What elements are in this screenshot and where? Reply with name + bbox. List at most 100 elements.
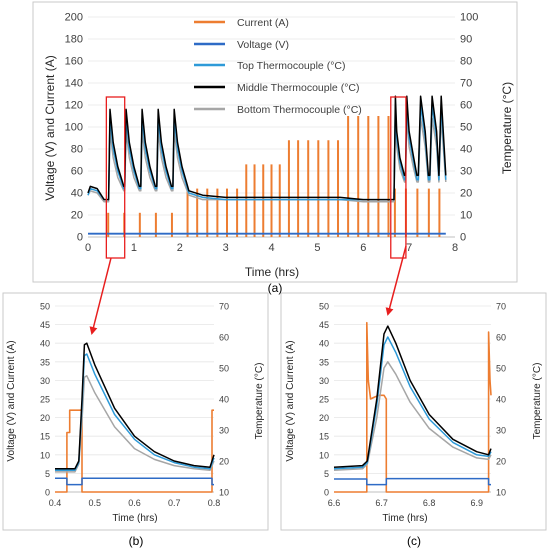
panel-b-y2-tick-label: 10 [219,488,229,498]
panel-c-y-tick-label: 50 [319,302,329,312]
panel-b-xlabel: Time (hrs) [112,513,157,524]
panel-a-y-tick-label: 180 [65,34,83,46]
panel-a-y-tick-label: 160 [65,56,83,68]
panel-c-y2-tick-label: 20 [496,457,506,467]
panel-a-y-tick-label: 60 [71,166,83,178]
panel-a-y2-tick-label: 60 [460,100,472,112]
panel-a-y2-tick-label: 70 [460,78,472,90]
legend-label-voltage: Voltage (V) [237,39,289,51]
panel-b-ylabel: Voltage (V) and Current (A) [6,340,17,461]
panel-c-y-tick-label: 35 [319,357,329,367]
panel-a-y-tick-label: 40 [71,188,83,200]
panel-b-y2label: Temperature (°C) [254,363,265,440]
panel-a-y2-tick-label: 80 [460,56,472,68]
panel-b-x-tick-label: 0.4 [49,498,62,508]
panel-c-y-tick-label: 40 [319,339,329,349]
panel-c-plot: 0 5 10 15 20 25 30 35 40 45 50 10 20 30 40 50 60 70 6.6 6.7… [319,302,506,509]
panel-c-y-tick-label: 0 [324,488,329,498]
panel-a-y-tick-label: 80 [71,144,83,156]
panel-c-xlabel: Time (hrs) [382,513,427,524]
panel-c-y2-tick-label: 30 [496,426,506,436]
panel-c-series-current-line [334,321,492,493]
zoom-arrow-b [89,257,112,335]
panel-a-y-tick-label: 200 [65,12,83,24]
caption-a: (a) [268,281,283,295]
panel-a-x-tick-label: 4 [268,242,274,254]
zoom-arrow-c [385,245,407,316]
panel-a-y-tick-label: 140 [65,78,83,90]
panel-b-series-middle-line [55,342,215,470]
panel-c-y2-tick-label: 40 [496,395,506,405]
panel-a-x-tick-label: 6 [360,242,366,254]
panel-b-y-tick-label: 35 [40,357,50,367]
panel-a-y2-tick-label: 0 [460,232,466,244]
panel-b-series-current-line [55,409,214,493]
panel-c-series-voltage-line [334,477,491,486]
panel-a-x-tick-label: 7 [406,242,412,254]
panel-b-x-tick-label: 0.5 [88,498,101,508]
panel-a-x-tick-label: 2 [177,242,183,254]
panel-c-y2-tick-label: 50 [496,364,506,374]
panel-c-y-tick-label: 10 [319,450,329,460]
panel-b-series-voltage-line [55,477,214,486]
panel-c-series-top-line [333,336,492,470]
panel-c-y-tick-label: 5 [324,469,329,479]
panel-c-y2-tick-label: 70 [496,302,506,312]
panel-c-y2-tick-label: 10 [496,488,506,498]
panel-a-y2label: Temperature (°C) [500,82,514,174]
panel-b-y-tick-label: 50 [40,302,50,312]
panel-a-ylabel: Voltage (V) and Current (A) [43,55,57,200]
panel-a-x-tick-label: 3 [223,242,229,254]
panel-c-y2label: Temperature (°C) [532,363,543,440]
panel-b-y-tick-label: 25 [40,395,50,405]
panel-a-x-tick-label: 1 [131,242,137,254]
panel-a-plot: 0204060801001201401601802000102030405060… [65,12,478,259]
panel-a-x-tick-label: 0 [85,242,91,254]
panel-a-y-tick-label: 100 [65,122,83,134]
panel-a-y2-tick-label: 100 [460,12,478,24]
panel-c-y2-tick-label: 60 [496,333,506,343]
panel-b-x-tick-label: 0.6 [128,498,141,508]
panel-c-y-tick-label: 15 [319,432,329,442]
caption-b: (b) [129,534,144,548]
panel-a-y-tick-label: 0 [77,232,83,244]
legend-label-top: Top Thermocouple (°C) [237,60,345,72]
panel-c-ylabel: Voltage (V) and Current (A) [285,340,296,461]
panel-a-y2-tick-label: 20 [460,188,472,200]
panel-a-y-tick-label: 120 [65,100,83,112]
panel-b-y-tick-label: 10 [40,450,50,460]
caption-c: (c) [407,534,421,548]
panel-b-y-tick-label: 20 [40,413,50,423]
panel-a-y2-tick-label: 50 [460,122,472,134]
panel-c-y-tick-label: 20 [319,413,329,423]
panel-b-y2-tick-label: 70 [219,302,229,312]
highlight-box-c [390,96,407,259]
panel-a-x-tick-label: 5 [314,242,320,254]
panel-b-y-tick-label: 5 [45,469,50,479]
panel-c-series-middle-line [333,325,492,468]
legend-label-middle: Middle Thermocouple (°C) [237,82,359,94]
series-middle-line [87,95,447,201]
panel-a-y2-tick-label: 40 [460,144,472,156]
panel-a-y-tick-label: 20 [71,210,83,222]
panel-b-y2-tick-label: 40 [219,395,229,405]
panel-b-y-tick-label: 40 [40,339,50,349]
panel-c-x-tick-label: 6.7 [375,498,388,508]
panel-b-y-tick-label: 45 [40,320,50,330]
panel-b-plot: 0 5 10 15 20 25 30 35 40 45 50 10 20 30 40 50 60 70 0.4 0.5… [40,302,229,509]
panel-c-x-tick-label: 6.8 [423,498,436,508]
panel-a-y2-tick-label: 90 [460,34,472,46]
legend-label-bottom: Bottom Thermocouple (°C) [237,104,362,116]
panel-c-series-bottom-line [333,361,492,472]
panel-b-x-tick-label: 0.7 [168,498,181,508]
panel-b-frame [2,292,269,531]
panel-c-x-tick-label: 6.6 [328,498,341,508]
panel-b-y-tick-label: 15 [40,432,50,442]
panel-c-y-tick-label: 45 [319,320,329,330]
panel-a-y2-tick-label: 10 [460,210,472,222]
panel-a-xlabel: Time (hrs) [245,265,299,279]
panel-c-frame [280,292,547,531]
highlight-box-b [105,96,126,259]
panel-c-x-tick-label: 6.9 [470,498,483,508]
